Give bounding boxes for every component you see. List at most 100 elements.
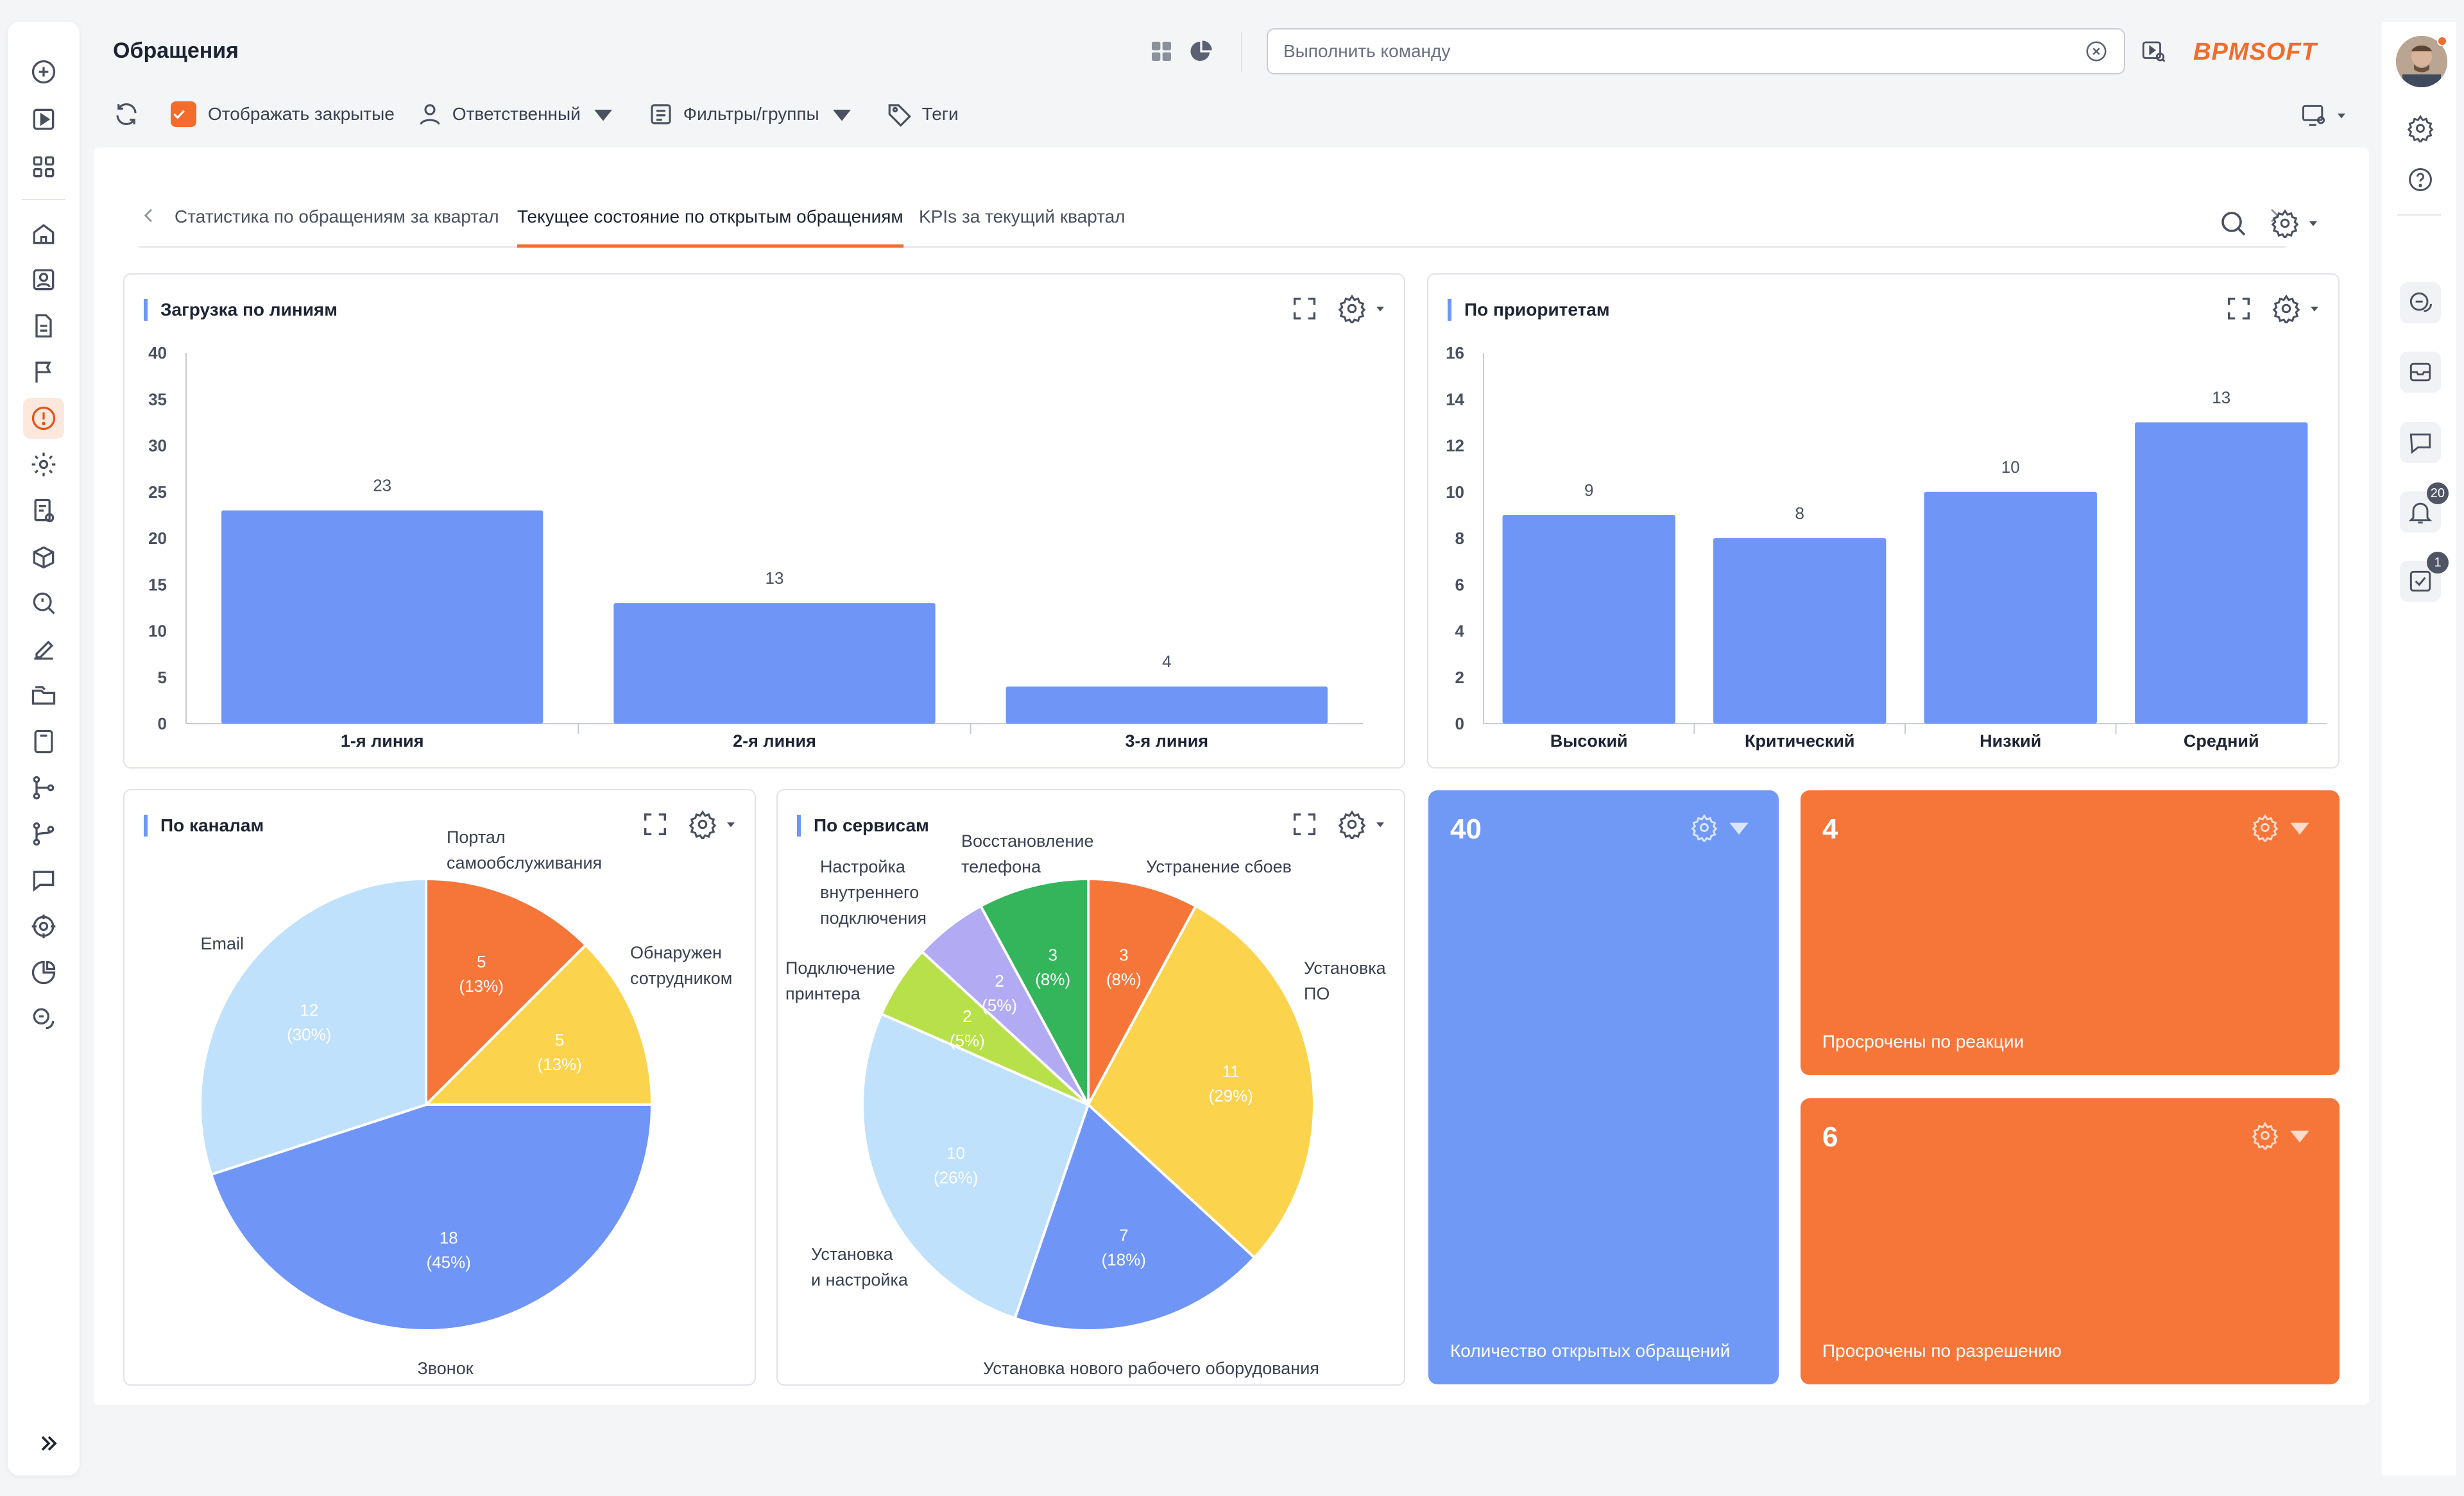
pie-slice[interactable] <box>209 1103 654 1332</box>
settings-icon[interactable] <box>23 444 64 485</box>
flag-icon[interactable] <box>23 352 64 393</box>
open-cases-tile[interactable]: 40 Количество открытых обращений <box>1428 790 1779 1384</box>
report-settings-icon[interactable] <box>23 490 64 531</box>
book-icon[interactable] <box>23 721 64 762</box>
user-icon <box>420 104 440 125</box>
bar[interactable] <box>221 510 543 724</box>
chevron-left-icon[interactable] <box>139 205 159 226</box>
list-view-icon[interactable] <box>1147 37 1176 65</box>
apps-icon[interactable] <box>23 146 64 187</box>
folders-icon[interactable] <box>23 675 64 716</box>
notifications-icon[interactable]: 20 <box>2400 482 2449 532</box>
pie-slice[interactable] <box>425 877 588 1108</box>
gear-icon[interactable] <box>2270 208 2300 238</box>
bar[interactable] <box>2135 422 2308 724</box>
pie-slice[interactable] <box>1087 877 1198 1105</box>
search-icon[interactable] <box>2218 208 2248 239</box>
expand-icon[interactable] <box>640 810 670 839</box>
overdue-resolution-tile[interactable]: 6 Просрочены по разрешению <box>1801 1098 2340 1384</box>
x-tick-label: Высокий <box>1550 731 1628 751</box>
target-icon[interactable] <box>23 906 64 947</box>
analytics-view-icon[interactable] <box>1187 37 1215 65</box>
gear-icon[interactable] <box>1337 294 1367 323</box>
help-icon[interactable] <box>2400 159 2441 200</box>
gear-icon[interactable] <box>688 810 717 839</box>
user-avatar[interactable] <box>2396 36 2447 87</box>
messages-icon[interactable] <box>23 998 64 1039</box>
x-tick-label: Низкий <box>1980 731 2041 751</box>
y-tick-label: 6 <box>1455 575 1464 594</box>
owner-dropdown[interactable]: Ответственный <box>416 101 626 128</box>
channels-pie-chart: 5 (13%) Портал самообслуживания 5 (13%) Обнару… <box>199 828 732 1378</box>
document-icon[interactable] <box>23 305 64 346</box>
pie-slice[interactable] <box>1013 1102 1256 1332</box>
chat-icon[interactable] <box>23 860 64 901</box>
chevron-down-icon[interactable] <box>2309 303 2320 314</box>
tab-kpis[interactable]: KPIs за текущий квартал <box>919 207 1125 226</box>
widget-tools <box>1290 810 1386 839</box>
settings-icon[interactable] <box>2400 108 2441 149</box>
show-closed-checkbox[interactable] <box>171 101 196 127</box>
gear-icon[interactable] <box>1337 810 1367 839</box>
communications-icon[interactable] <box>2400 282 2441 323</box>
cases-icon[interactable] <box>23 398 64 439</box>
bar[interactable] <box>1502 514 1675 724</box>
overdue-reaction-tile[interactable]: 4 Просрочены по реакции <box>1801 790 2340 1075</box>
slice-percent-label: (45%) <box>427 1253 471 1272</box>
pie-slice[interactable] <box>979 877 1090 1105</box>
bar[interactable] <box>613 603 936 724</box>
bar[interactable] <box>1924 491 2097 724</box>
slice-category-label: Установка <box>811 1245 894 1264</box>
slice-category-label: Звонок <box>417 1359 473 1378</box>
process-alt-icon[interactable] <box>23 813 64 854</box>
tasks-icon[interactable]: 1 <box>2400 552 2449 602</box>
view-options-dropdown[interactable] <box>2300 101 2347 130</box>
pie-slice[interactable] <box>423 943 654 1106</box>
home-icon[interactable] <box>23 213 64 254</box>
expand-icon[interactable] <box>2224 294 2254 323</box>
pie-chart-icon[interactable] <box>23 952 64 993</box>
gear-icon[interactable] <box>2272 294 2301 323</box>
chevron-down-icon[interactable] <box>2307 217 2319 229</box>
feed-icon[interactable] <box>2400 422 2441 463</box>
rail-divider <box>22 199 65 200</box>
header-divider <box>1241 32 1242 72</box>
expand-rail-icon[interactable] <box>36 1431 62 1456</box>
bar[interactable] <box>1005 686 1328 724</box>
command-input-box[interactable] <box>1267 28 2125 74</box>
tab-current-state[interactable]: Текущее состояние по открытым обращениям <box>517 196 903 248</box>
chevron-down-icon[interactable] <box>725 819 737 830</box>
bar[interactable] <box>1713 538 1887 724</box>
edit-icon[interactable] <box>23 629 64 670</box>
slice-category-label: Настройка <box>820 857 906 876</box>
pie-slice[interactable] <box>861 1012 1090 1320</box>
toolbar: Отображать закрытые Ответственный Фильтр… <box>113 95 980 133</box>
mail-icon[interactable] <box>2400 352 2441 393</box>
dashboard-tabs: Статистика по обращениям за квартал Теку… <box>139 196 2286 248</box>
pie-slice[interactable] <box>1086 904 1315 1260</box>
chevron-down-icon[interactable] <box>1374 819 1386 830</box>
tags-button[interactable]: Теги <box>886 101 959 128</box>
tab-quarter-stats[interactable]: Статистика по обращениям за квартал <box>175 207 499 226</box>
pie-slice[interactable] <box>199 877 427 1177</box>
command-input[interactable] <box>1283 41 2084 62</box>
add-icon[interactable] <box>23 51 64 92</box>
show-closed-toggle[interactable]: Отображать закрытые <box>171 101 395 127</box>
y-tick-label: 10 <box>148 622 167 641</box>
contacts-icon[interactable] <box>23 259 64 300</box>
process-icon[interactable] <box>23 767 64 808</box>
play-icon[interactable] <box>23 99 64 140</box>
refresh-button[interactable] <box>113 101 149 128</box>
expand-icon[interactable] <box>1290 810 1319 839</box>
filters-dropdown[interactable]: Фильтры/группы <box>647 101 864 128</box>
search-list-icon[interactable] <box>23 582 64 624</box>
tile-settings[interactable] <box>1690 813 1753 842</box>
tile-settings[interactable] <box>2251 813 2314 842</box>
chevron-down-icon[interactable] <box>1374 303 1386 314</box>
tile-settings[interactable] <box>2251 1121 2314 1150</box>
slice-category-label: ПО <box>1304 984 1330 1003</box>
clear-icon[interactable] <box>2084 39 2109 64</box>
command-run-icon[interactable] <box>2139 37 2168 65</box>
package-icon[interactable] <box>23 536 64 577</box>
expand-icon[interactable] <box>1290 294 1319 323</box>
